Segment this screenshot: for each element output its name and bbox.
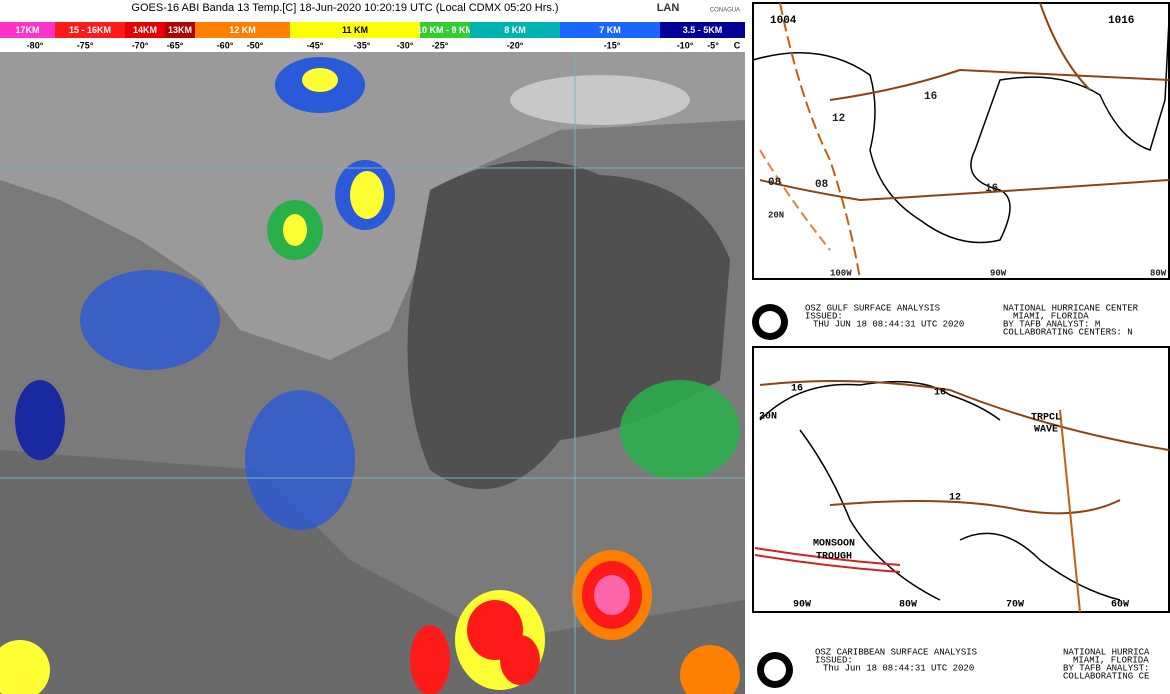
- legend-label: 17KM: [15, 25, 39, 35]
- legend-swatch: [290, 22, 420, 38]
- caption-analyst: BY TAFB ANALYST:: [1063, 663, 1149, 673]
- legend-temp: -5°: [707, 40, 719, 50]
- map-label: TROUGH: [816, 552, 852, 563]
- legend-temp: -70°: [132, 40, 149, 50]
- map-label: 08: [768, 177, 782, 189]
- legend-swatch: [660, 22, 745, 38]
- map-label: 20N: [759, 412, 777, 423]
- map-label: 20N: [768, 210, 784, 220]
- map-label: 90W: [990, 268, 1007, 278]
- map-label: 16: [791, 384, 803, 395]
- pacific-clouds: [0, 450, 745, 694]
- map-label: 100W: [830, 268, 852, 278]
- map-label: 80W: [899, 600, 917, 611]
- caption-city: MIAMI, FLORIDA: [1073, 655, 1149, 665]
- caption-product: OSZ GULF SURFACE ANALYSIS: [805, 303, 940, 313]
- legend-temp: -30°: [397, 40, 414, 50]
- caption-issued: ISSUED:: [805, 311, 843, 321]
- legend-temp: C: [734, 40, 741, 50]
- legend-temp: -10°: [677, 40, 694, 50]
- caption-collab: COLLABORATING CENTERS: N: [1003, 327, 1133, 337]
- map-label: 80W: [1150, 268, 1167, 278]
- legend-label: 15 - 16KM: [69, 25, 111, 35]
- map-label: 1004: [770, 15, 797, 27]
- legend-temp: -50°: [247, 40, 264, 50]
- legend-swatch: [165, 22, 195, 38]
- map-label: 1016: [1108, 15, 1134, 27]
- legend-label: 13KM: [168, 25, 192, 35]
- legend-swatch: [195, 22, 290, 38]
- map-label: MONSOON: [813, 539, 855, 550]
- legend-temp: -15°: [604, 40, 621, 50]
- legend-label: 3.5 - 5KM: [683, 25, 723, 35]
- cloud: [510, 75, 690, 125]
- legend-temp: -65°: [167, 40, 184, 50]
- caribbean-map: [752, 346, 1170, 613]
- map-label: 60W: [1111, 600, 1129, 611]
- legend-label: 14KM: [133, 25, 157, 35]
- map-label: 90W: [793, 600, 811, 611]
- legend-label: 11 KM: [342, 25, 368, 35]
- map-label: 12: [949, 493, 961, 504]
- map-label: 16: [924, 91, 937, 103]
- legend-temp: -60°: [217, 40, 234, 50]
- caption-collab: COLLABORATING CE: [1063, 671, 1149, 681]
- legend-label: 8 KM: [504, 25, 526, 35]
- noaa-logo: [752, 304, 793, 688]
- caption-center: NATIONAL HURRICANE CENTER: [1003, 303, 1139, 313]
- map-label: 12: [832, 113, 845, 125]
- storm-cells: [0, 57, 740, 694]
- map-labels: 1004 1016 12 16 08 08 16 20N 100W 90W 80W 16 16 20N TR…: [759, 15, 1167, 681]
- legend-swatch: [0, 22, 55, 38]
- legend: 17KM 15 - 16KM 14KM 13KM 12 KM 11 KM 10 KM - 9…: [0, 22, 745, 50]
- legend-temp: -45°: [307, 40, 324, 50]
- legend-temp: -35°: [354, 40, 371, 50]
- legend-swatch: [125, 22, 165, 38]
- legend-swatch: [560, 22, 660, 38]
- map-label: 16: [985, 183, 998, 195]
- map-label: 08: [815, 179, 829, 191]
- header-title: GOES-16 ABI Banda 13 Temp.[C] 18-Jun-202…: [131, 2, 558, 14]
- caption-center: NATIONAL HURRICA: [1063, 647, 1150, 657]
- legend-temp: -20°: [507, 40, 524, 50]
- legend-temp: -80°: [27, 40, 44, 50]
- map-label: WAVE: [1034, 425, 1058, 436]
- map-label: TRPCL: [1031, 413, 1061, 424]
- legend-temp: -75°: [77, 40, 94, 50]
- caption-time: THU JUN 18 08:44:31 UTC 2020: [813, 319, 964, 329]
- map-label: 16: [934, 388, 946, 399]
- logo-conagua: CONAGUA: [710, 8, 740, 14]
- legend-label: 7 KM: [599, 25, 621, 35]
- legend-swatch: [55, 22, 125, 38]
- legend-swatch: [470, 22, 560, 38]
- caption-city: MIAMI, FLORIDA: [1013, 311, 1089, 321]
- caption-product: OSZ CARIBBEAN SURFACE ANALYSIS: [815, 647, 977, 657]
- logo-lan: LAN: [657, 2, 680, 14]
- legend-swatch: [420, 22, 470, 38]
- gulf-map: [752, 2, 1170, 280]
- map-label: 70W: [1006, 600, 1024, 611]
- caption-analyst: BY TAFB ANALYST: M: [1003, 319, 1100, 329]
- caption-issued: ISSUED:: [815, 655, 853, 665]
- satellite-image: [0, 52, 745, 694]
- legend-temp: -25°: [432, 40, 449, 50]
- caption-time: Thu Jun 18 08:44:31 UTC 2020: [823, 663, 974, 673]
- legend-label: 12 KM: [229, 25, 256, 35]
- legend-label: 10 KM - 9 KM: [417, 25, 473, 35]
